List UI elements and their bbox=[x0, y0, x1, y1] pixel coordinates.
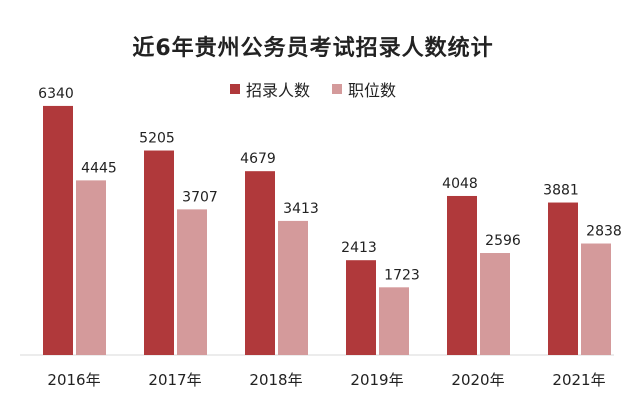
data-label-3-series-0: 2413 bbox=[341, 240, 377, 256]
bar-5-series-0 bbox=[548, 202, 578, 355]
data-label-4-series-0: 4048 bbox=[442, 176, 478, 192]
data-label-4-series-1: 2596 bbox=[485, 233, 521, 249]
bar-3-series-1 bbox=[379, 287, 409, 355]
legend-swatch-series-1 bbox=[332, 84, 342, 94]
bar-4-series-1 bbox=[480, 253, 510, 355]
legend-label-series-0: 招录人数 bbox=[245, 81, 310, 100]
bar-3-series-0 bbox=[346, 260, 376, 355]
legend: 招录人数 职位数 bbox=[0, 77, 626, 101]
data-label-0-series-0: 6340 bbox=[38, 86, 74, 102]
legend-label-series-1: 职位数 bbox=[348, 81, 397, 100]
x-tick-label-4: 2020年 bbox=[451, 371, 504, 389]
data-label-5-series-0: 3881 bbox=[543, 183, 579, 199]
bar-2-series-1 bbox=[278, 220, 308, 355]
data-label-3-series-1: 1723 bbox=[384, 267, 420, 283]
x-tick-label-1: 2017年 bbox=[148, 371, 201, 389]
bar-0-series-0 bbox=[43, 105, 73, 355]
x-tick-label-3: 2019年 bbox=[350, 371, 403, 389]
x-tick-label-0: 2016年 bbox=[47, 371, 100, 389]
bar-0-series-1 bbox=[76, 180, 106, 355]
x-tick-label-2: 2018年 bbox=[249, 371, 302, 389]
bar-1-series-0 bbox=[144, 150, 174, 355]
data-label-2-series-1: 3413 bbox=[283, 201, 319, 217]
data-label-1-series-1: 3707 bbox=[182, 189, 218, 205]
legend-swatch-series-0 bbox=[229, 84, 240, 94]
bar-1-series-1 bbox=[177, 209, 207, 355]
legend-item-series-1: 职位数 bbox=[332, 77, 396, 101]
bar-4-series-0 bbox=[447, 195, 477, 355]
legend-item-series-0: 招录人数 bbox=[229, 77, 310, 101]
data-label-1-series-0: 5205 bbox=[139, 131, 175, 147]
data-label-0-series-1: 4445 bbox=[81, 160, 117, 176]
bar-5-series-1 bbox=[581, 243, 611, 355]
bar-2-series-0 bbox=[245, 171, 275, 355]
data-label-2-series-0: 4679 bbox=[240, 151, 276, 167]
data-label-5-series-1: 2838 bbox=[586, 224, 622, 240]
x-tick-label-5: 2021年 bbox=[552, 371, 605, 389]
chart-title: 近6年贵州公务员考试招录人数统计 bbox=[132, 36, 494, 61]
